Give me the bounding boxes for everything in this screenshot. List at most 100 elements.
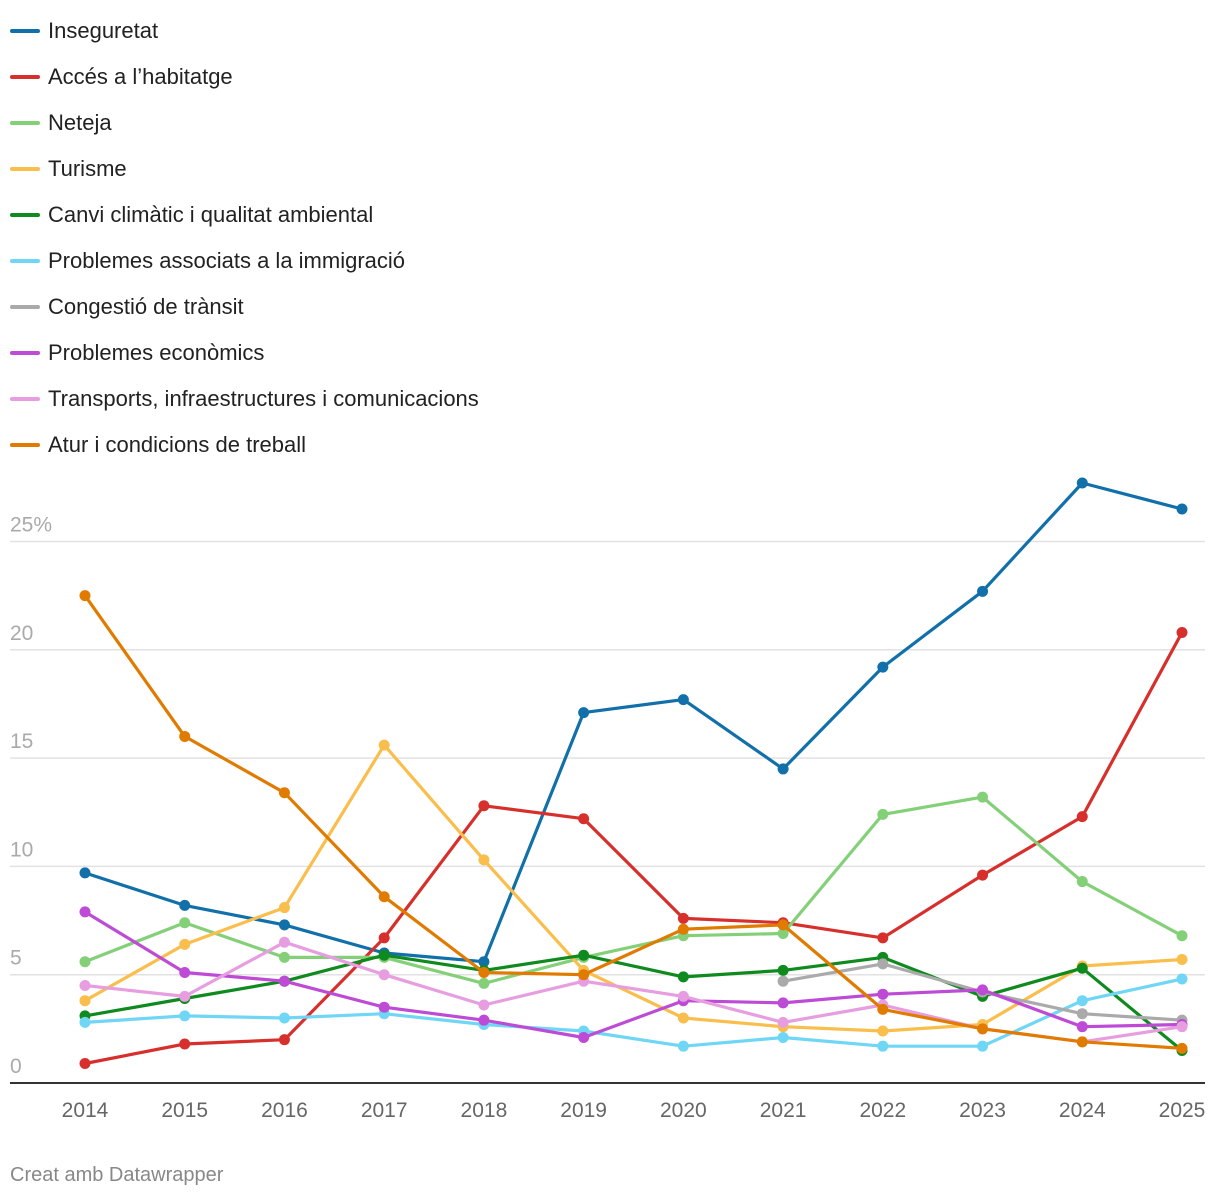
data-point: [777, 1032, 789, 1044]
legend-swatch: [10, 351, 40, 355]
data-point: [278, 975, 290, 987]
data-point: [79, 956, 91, 968]
data-point: [179, 917, 191, 929]
data-point: [1076, 811, 1088, 823]
data-point: [777, 964, 789, 976]
data-point: [777, 928, 789, 940]
data-point: [578, 969, 590, 981]
y-tick-label: 15: [10, 730, 33, 753]
data-point: [79, 1016, 91, 1028]
legend-label: Accés a l’habitatge: [48, 64, 233, 89]
x-tick-label: 2024: [1059, 1099, 1106, 1122]
data-point: [179, 899, 191, 911]
data-point: [378, 932, 390, 944]
x-tick-label: 2019: [560, 1099, 607, 1122]
data-point: [677, 990, 689, 1002]
legend-label: Inseguretat: [48, 18, 159, 43]
data-point: [79, 1058, 91, 1070]
data-point: [578, 707, 590, 719]
series: [79, 973, 1188, 1052]
data-point: [278, 951, 290, 963]
x-tick-label: 2017: [361, 1099, 408, 1122]
data-point: [578, 949, 590, 961]
legend-swatch: [10, 259, 40, 263]
data-point: [179, 990, 191, 1002]
legend-item: Turisme: [10, 146, 479, 192]
data-point: [278, 1012, 290, 1024]
legend-item: Accés a l’habitatge: [10, 54, 479, 100]
series: [79, 906, 1188, 1044]
x-tick-label: 2020: [660, 1099, 707, 1122]
legend-label: Problemes econòmics: [48, 340, 265, 365]
x-tick-label: 2021: [760, 1099, 807, 1122]
x-tick-label: 2018: [461, 1099, 508, 1122]
data-point: [677, 923, 689, 935]
data-point: [378, 969, 390, 981]
legend-swatch: [10, 75, 40, 79]
data-point: [677, 1040, 689, 1052]
legend-label: Turisme: [48, 156, 127, 181]
data-point: [478, 999, 490, 1011]
data-point: [777, 997, 789, 1009]
y-tick-label: 5: [10, 947, 22, 970]
data-point: [278, 919, 290, 931]
data-point: [478, 956, 490, 968]
legend-swatch: [10, 213, 40, 217]
legend-item: Congestió de trànsit: [10, 284, 479, 330]
data-point: [777, 975, 789, 987]
data-point: [877, 1025, 889, 1037]
data-point: [179, 1010, 191, 1022]
data-point: [877, 1040, 889, 1052]
data-point: [278, 787, 290, 799]
legend-swatch: [10, 121, 40, 125]
data-point: [378, 739, 390, 751]
legend-item: Problemes econòmics: [10, 330, 479, 376]
legend-label: Problemes associats a la immigració: [48, 248, 406, 273]
data-point: [278, 902, 290, 914]
data-point: [977, 585, 989, 597]
data-point: [378, 891, 390, 903]
data-point: [278, 936, 290, 948]
data-point: [1076, 995, 1088, 1007]
data-point: [179, 938, 191, 950]
data-point: [977, 869, 989, 881]
data-point: [179, 1038, 191, 1050]
data-point: [478, 977, 490, 989]
data-point: [777, 919, 789, 931]
y-tick-label: 0: [10, 1055, 22, 1078]
x-tick-label: 2023: [959, 1099, 1006, 1122]
legend-swatch: [10, 167, 40, 171]
legend-label: Transports, infraestructures i comunicac…: [48, 386, 479, 411]
legend-item: Inseguretat: [10, 8, 479, 54]
data-point: [877, 932, 889, 944]
series: [79, 477, 1188, 968]
legend-swatch: [10, 443, 40, 447]
series: [79, 590, 1188, 1054]
legend-swatch: [10, 397, 40, 401]
legend-item: Atur i condicions de treball: [10, 422, 479, 468]
legend-item: Canvi climàtic i qualitat ambiental: [10, 192, 479, 238]
series: [79, 739, 1188, 1037]
gridlines: [10, 540, 1205, 976]
data-point: [1076, 1021, 1088, 1033]
legend-item: Neteja: [10, 100, 479, 146]
legend-label: Atur i condicions de treball: [48, 432, 307, 457]
data-point: [977, 984, 989, 996]
series-line: [83, 630, 1184, 1066]
data-point: [79, 980, 91, 992]
series-line: [83, 977, 1184, 1048]
legend-item: Problemes associats a la immigració: [10, 238, 479, 284]
data-point: [79, 867, 91, 879]
data-point: [977, 1040, 989, 1052]
data-point: [977, 791, 989, 803]
data-point: [1176, 930, 1188, 942]
data-point: [1176, 1021, 1188, 1033]
data-point: [677, 1012, 689, 1024]
legend-item: Transports, infraestructures i comunicac…: [10, 376, 479, 422]
y-tick-label: 25%: [10, 514, 52, 537]
x-tick-label: 2014: [62, 1099, 109, 1122]
data-point: [1176, 954, 1188, 966]
x-tick-label: 2022: [859, 1099, 906, 1122]
data-point: [179, 967, 191, 979]
x-tick-label: 2015: [161, 1099, 208, 1122]
